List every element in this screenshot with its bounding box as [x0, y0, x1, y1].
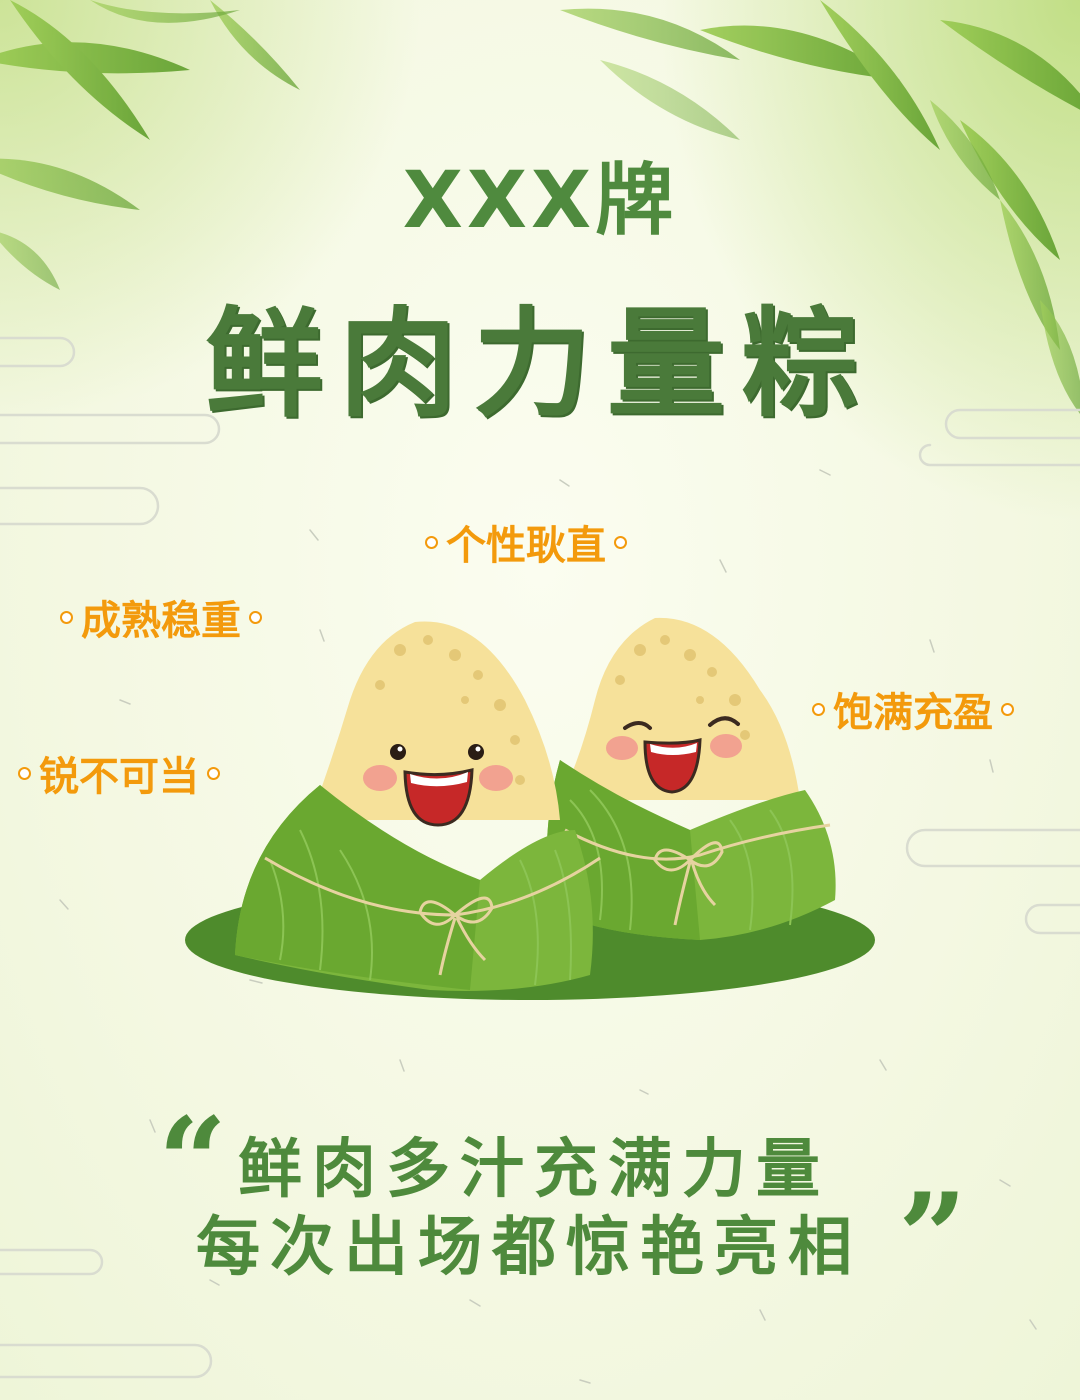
slogan-line-2: 每次出场都惊艳亮相	[196, 1211, 862, 1285]
tag-mature: 成熟稳重	[60, 588, 262, 646]
bamboo-leaves-top-right	[560, 0, 1080, 414]
brand-title: XXX牌	[402, 156, 678, 246]
dot-icon	[614, 535, 627, 549]
tag-label: 饱满充盈	[833, 690, 993, 736]
dot-icon	[18, 766, 31, 780]
dot-icon	[1001, 702, 1014, 716]
speckles	[59, 469, 1037, 1384]
dot-icon	[425, 535, 438, 549]
smiling-zongzi	[235, 621, 601, 991]
open-quote-mark: “	[158, 1091, 228, 1232]
top-right-glow	[660, 0, 1080, 520]
slogan-line-1: 鲜肉多汁充满力量	[238, 1133, 830, 1207]
tag-unstoppable: 锐不可当	[18, 744, 220, 802]
dot-icon	[207, 766, 220, 780]
dot-icon	[60, 610, 73, 624]
tag-label: 成熟稳重	[81, 598, 241, 644]
bamboo-leaves-top-left	[0, 0, 300, 290]
tag-label: 个性耿直	[446, 523, 606, 569]
tag-label: 锐不可当	[39, 754, 199, 800]
tag-plump: 饱满充盈	[812, 680, 1014, 738]
close-quote-mark: ”	[898, 1167, 968, 1308]
dot-icon	[249, 610, 262, 624]
headline-title: 鲜肉力量粽	[204, 295, 875, 433]
dot-icon	[812, 702, 825, 716]
tag-straightforward: 个性耿直	[425, 513, 627, 571]
cloud-lines	[0, 336, 1080, 1379]
